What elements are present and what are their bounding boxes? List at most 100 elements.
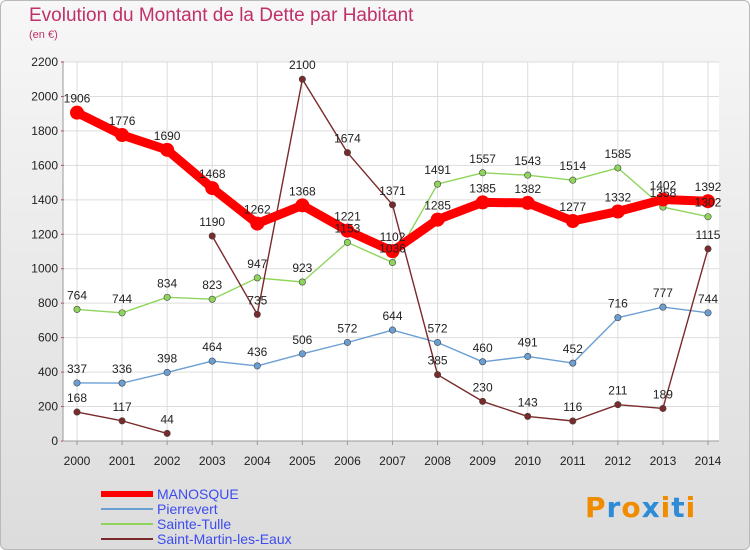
x-tick-label: 2006 [334, 454, 361, 468]
data-label: 1491 [424, 163, 451, 177]
legend-item-saint-martin: Saint-Martin-les-Eaux [101, 531, 292, 547]
x-tick-label: 2008 [424, 454, 451, 468]
data-point [118, 417, 126, 425]
data-label: 572 [337, 321, 357, 335]
data-label: 1332 [605, 191, 632, 205]
data-label: 1557 [469, 152, 496, 166]
data-point [118, 379, 126, 387]
data-label: 491 [518, 335, 538, 349]
data-point [388, 201, 396, 209]
data-label: 1262 [244, 203, 271, 217]
data-label: 735 [247, 293, 267, 307]
data-label: 1371 [379, 184, 406, 198]
data-label: 1402 [650, 178, 677, 192]
y-tick-label: 200 [38, 400, 58, 414]
data-label: 1036 [379, 242, 406, 256]
data-label: 716 [608, 297, 628, 311]
data-point [118, 309, 126, 317]
logo-letter: r [606, 491, 622, 524]
legend-item-sainte-tulle: Sainte-Tulle [101, 516, 232, 532]
data-point [701, 194, 715, 209]
data-label: 1302 [695, 196, 722, 210]
data-label: 1468 [199, 167, 226, 181]
data-point [343, 338, 351, 346]
data-point [253, 310, 261, 318]
data-label: 452 [563, 342, 583, 356]
x-tick-label: 2014 [695, 454, 722, 468]
data-point [385, 244, 400, 259]
data-point [475, 195, 490, 210]
data-label: 744 [112, 292, 132, 306]
data-label: 1392 [695, 180, 722, 194]
data-point [163, 368, 171, 376]
data-label: 337 [67, 362, 87, 376]
data-label: 189 [653, 387, 673, 401]
x-tick-label: 2009 [469, 454, 496, 468]
data-point [208, 232, 216, 240]
data-point [73, 305, 81, 313]
data-point [569, 359, 577, 367]
data-point [253, 362, 261, 370]
data-point [614, 401, 622, 409]
data-label: 143 [518, 395, 538, 409]
x-tick-label: 2007 [379, 454, 406, 468]
legend-swatch [101, 538, 153, 540]
x-tick-label: 2004 [244, 454, 271, 468]
data-label: 436 [247, 345, 267, 359]
data-label: 117 [113, 400, 132, 414]
x-tick-label: 2005 [289, 454, 316, 468]
data-label: 460 [473, 341, 493, 355]
data-label: 506 [292, 333, 312, 347]
data-label: 834 [157, 276, 177, 290]
data-label: 1358 [650, 186, 677, 200]
data-point [614, 314, 622, 322]
data-label: 1153 [335, 221, 361, 235]
data-point [70, 105, 84, 120]
data-label: 464 [202, 340, 222, 354]
legend-label: Saint-Martin-les-Eaux [157, 531, 292, 547]
data-label: 823 [202, 278, 222, 292]
data-point [704, 245, 712, 253]
data-point [208, 295, 216, 303]
data-label: 385 [428, 354, 448, 368]
data-point [343, 238, 351, 246]
data-label: 1368 [289, 184, 316, 198]
data-label: 44 [160, 412, 174, 426]
data-label: 1906 [64, 92, 91, 106]
data-point [298, 75, 306, 83]
x-tick-label: 2002 [154, 454, 181, 468]
data-point [434, 371, 442, 379]
data-label: 1776 [109, 114, 136, 128]
x-tick-label: 2003 [199, 454, 226, 468]
data-label: 1102 [380, 230, 406, 244]
data-label: 1382 [514, 182, 541, 196]
data-label: 1585 [605, 147, 632, 161]
data-point [163, 429, 171, 437]
data-label: 398 [157, 351, 177, 365]
x-tick-label: 2010 [514, 454, 541, 468]
data-point [520, 195, 535, 210]
data-point [659, 404, 667, 412]
y-tick-label: 400 [38, 365, 58, 379]
data-label: 644 [382, 309, 402, 323]
data-point [704, 309, 712, 317]
data-point [163, 293, 171, 301]
data-point [340, 223, 355, 238]
legend-item-pierrevert: Pierrevert [101, 501, 218, 517]
data-label: 1221 [334, 210, 361, 224]
data-label: 1115 [696, 228, 721, 242]
legend-label: Sainte-Tulle [157, 516, 232, 532]
logo-letter: i [685, 491, 697, 524]
chart-unit: (en €) [29, 29, 58, 41]
x-tick-label: 2001 [109, 454, 136, 468]
data-label: 1385 [469, 181, 496, 195]
data-point [388, 326, 396, 334]
data-point [298, 350, 306, 358]
logo-letter: i [660, 491, 672, 524]
data-point [655, 192, 670, 207]
data-point [208, 357, 216, 365]
data-point [73, 379, 81, 387]
data-label: 211 [608, 384, 627, 398]
data-label: 744 [698, 292, 718, 306]
data-point [524, 412, 532, 420]
